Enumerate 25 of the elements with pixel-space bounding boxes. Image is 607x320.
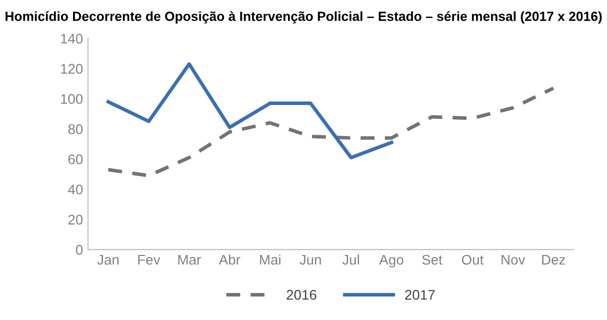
x-tick-label: Dez: [542, 254, 566, 265]
line-series: [106, 86, 556, 178]
y-tick-label: 100: [61, 94, 83, 104]
y-tick-label: 80: [68, 124, 83, 134]
x-tick-label: Nov: [502, 254, 526, 265]
x-tick-label: Ago: [379, 254, 404, 268]
chart-title: Homicídio Decorrente de Oposição à Intervenção Policial – Estado – série mensal (2017 x 2016): [6, 11, 602, 24]
x-tick-label: Fev: [138, 254, 160, 265]
x-tick-label: Jan: [97, 254, 119, 265]
legend-label: 2016: [286, 290, 316, 300]
line-series: [106, 62, 394, 160]
y-tick-label: 120: [61, 64, 83, 74]
x-tick-label: Mar: [178, 254, 201, 265]
y-tick-label: 140: [61, 34, 83, 44]
y-tick-label: 20: [68, 214, 83, 225]
legend-label: 2017: [405, 290, 435, 300]
x-tick-label: Jul: [342, 254, 359, 265]
x-tick-label: Mai: [260, 254, 280, 265]
x-tick-label: Jun: [300, 254, 321, 265]
y-tick-label: 60: [68, 154, 83, 164]
x-tick-label: Out: [462, 254, 484, 265]
y-tick-label: 0: [76, 244, 83, 255]
x-tick-label: Set: [422, 254, 442, 265]
x-tick-label: Abr: [218, 254, 240, 265]
y-tick-label: 40: [68, 184, 83, 194]
